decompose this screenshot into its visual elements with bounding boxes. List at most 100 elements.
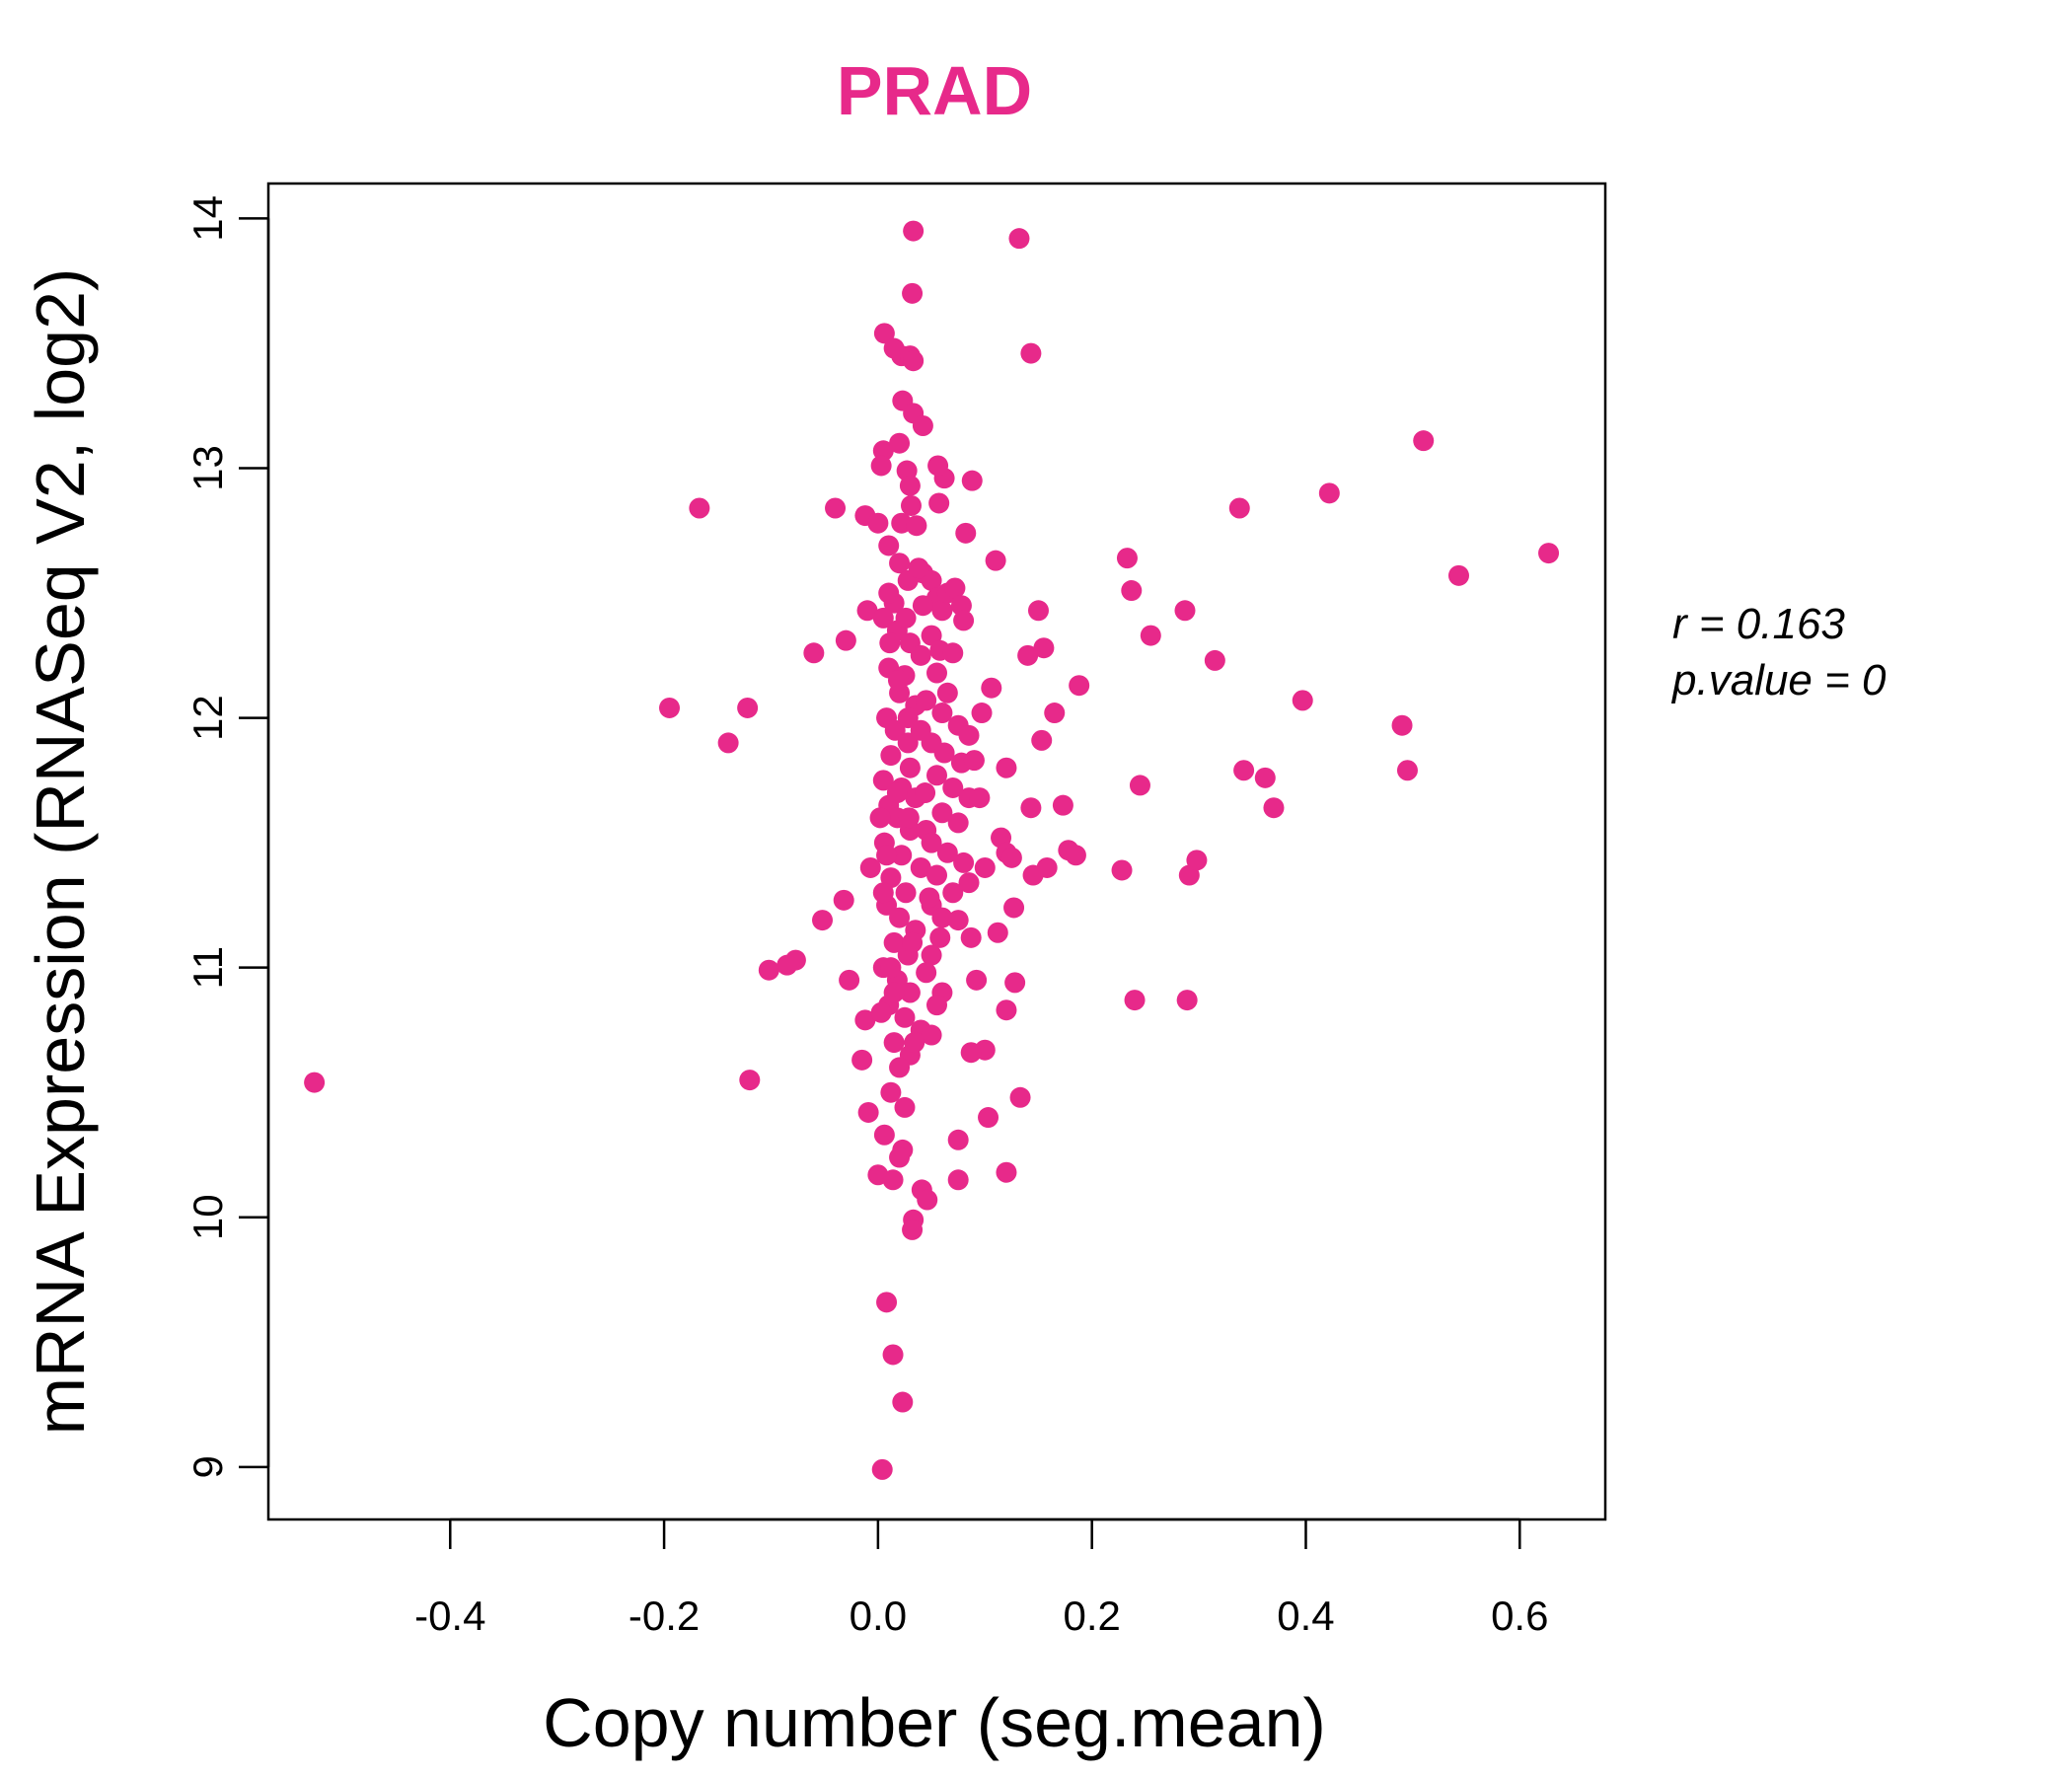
data-point [931,600,953,622]
data-point [872,770,894,791]
data-point [947,910,969,931]
data-point [1020,797,1042,819]
data-point [839,969,860,991]
data-point [955,522,977,544]
data-point [978,1107,999,1129]
data-point [880,745,902,767]
data-point [910,644,931,666]
data-point [1538,543,1560,564]
data-point [961,470,983,491]
data-point [1116,548,1138,569]
data-point [912,414,933,436]
data-point [867,512,889,534]
data-point [917,1189,938,1211]
data-point [880,957,902,979]
data-point [1318,482,1340,504]
data-point [1396,760,1418,781]
y-tick-label: 9 [185,1455,231,1478]
data-point [889,1057,911,1078]
data-point [1176,990,1198,1011]
data-point [947,1169,969,1191]
data-point [873,323,895,344]
y-axis: 9 10 11 12 13 14 [185,195,270,1479]
data-point [899,475,921,496]
data-point [931,703,953,724]
data-point [1017,644,1039,666]
data-point [1292,690,1313,711]
data-point [871,1458,893,1480]
data-point [985,550,1006,571]
data-point [929,926,951,948]
data-point [900,494,922,516]
data-point [870,455,892,477]
data-point [1009,1086,1031,1108]
x-tick-label: 0.0 [850,1592,907,1639]
data-point [981,677,1002,699]
chart-title: PRAD [837,52,1032,129]
data-point [304,1072,326,1093]
data-point [996,999,1017,1021]
data-point [1004,972,1026,994]
data-point [953,610,975,631]
data-point [1263,797,1285,819]
data-point [1228,497,1250,519]
data-point [902,931,924,953]
data-point [895,882,917,904]
data-point [931,802,953,824]
data-point [825,497,847,519]
data-point [1003,897,1025,919]
data-point [1020,342,1042,364]
data-point [1204,649,1225,671]
data-point [931,907,953,928]
data-point [1008,228,1030,250]
data-point [942,777,964,798]
data-point [758,959,779,981]
data-point [947,812,969,834]
data-point [897,732,919,754]
data-point [1031,729,1053,751]
data-point [1000,847,1022,868]
data-point [1129,775,1150,796]
data-point [902,1219,924,1240]
data-point [1174,600,1196,622]
data-point [912,595,933,617]
data-point [936,682,958,703]
data-point [851,1049,873,1071]
data-point [882,1344,904,1366]
data-point [1069,675,1090,697]
data-point [908,557,929,579]
data-point [1027,600,1049,622]
data-point [919,887,940,909]
data-point [1121,580,1143,602]
data-point [921,1024,942,1046]
data-point [926,864,947,886]
data-point [889,553,911,574]
data-point [1140,625,1161,646]
data-point [910,856,931,878]
x-tick-label: 0.2 [1063,1592,1120,1639]
data-point [958,872,980,894]
x-tick-label: 0.4 [1277,1592,1334,1639]
data-point [878,582,900,604]
y-tick-label: 13 [185,445,231,491]
data-point [1447,564,1469,586]
data-points [304,220,1560,1480]
data-point [876,1292,898,1313]
x-axis-label: Copy number (seg.mean) [543,1684,1326,1761]
data-point [1022,864,1044,886]
y-tick-label: 11 [185,946,231,990]
data-point [784,949,806,971]
data-point [717,732,739,754]
data-point [1111,859,1133,881]
p-value-label: p.value = 0 [1670,656,1887,704]
data-point [963,750,985,772]
data-point [887,670,909,692]
data-point [739,1070,761,1091]
data-point [928,492,950,514]
data-point [737,697,759,718]
data-point [857,1101,879,1123]
data-point [1254,767,1276,788]
data-point [894,1006,916,1028]
data-point [1413,430,1435,452]
